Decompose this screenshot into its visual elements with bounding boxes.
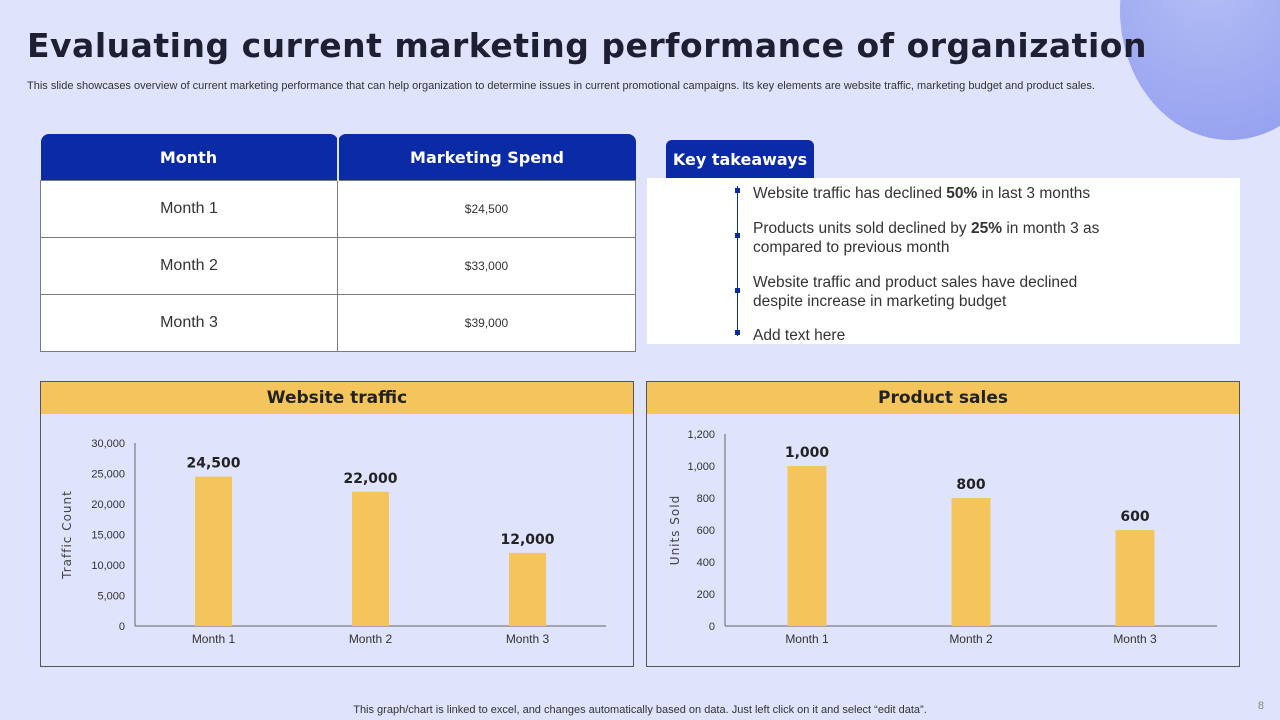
y-tick-label: 1,000 [687, 461, 715, 473]
y-tick-label: 400 [697, 557, 715, 569]
table-row: Month 1 $24,500 [40, 180, 636, 238]
data-label: 24,500 [186, 456, 240, 472]
marketing-spend-table: Month Marketing Spend Month 1 $24,500 Mo… [40, 134, 636, 352]
bar [509, 552, 546, 626]
takeaway-item: Products units sold declined by 25% in m… [753, 220, 1100, 256]
table-header-spend: Marketing Spend [337, 134, 636, 181]
x-tick-label: Month 2 [349, 632, 393, 646]
product-sales-panel: Product sales 0 200 400 600 800 1,000 1,200 Uni… [646, 381, 1240, 667]
x-tick-label: Month 1 [192, 632, 236, 646]
y-axis-label: Units Sold [668, 495, 682, 565]
website-traffic-panel: Website traffic 0 5,000 10,000 15,000 20,000… [40, 381, 634, 667]
table-cell-month: Month 2 [40, 237, 338, 295]
y-tick-label: 15,000 [91, 530, 125, 542]
y-tick-label: 20,000 [91, 499, 125, 511]
data-label: 12,000 [500, 532, 554, 548]
x-tick-label: Month 3 [1113, 632, 1157, 646]
key-takeaways-box: Website traffic has declined 50% in last… [647, 178, 1240, 344]
bar [352, 491, 389, 626]
bullet-marker [735, 188, 740, 193]
chart-title: Product sales [647, 382, 1239, 414]
bar [951, 498, 991, 626]
data-label: 22,000 [343, 471, 397, 487]
takeaway-item: Website traffic and product sales have d… [753, 274, 1078, 310]
timeline-line [737, 186, 738, 336]
takeaway-item: Add text here [753, 327, 846, 344]
bullet-marker [735, 233, 740, 238]
footer-note: This graph/chart is linked to excel, and… [353, 704, 927, 716]
product-sales-chart: 0 200 400 600 800 1,000 1,200 Units Sold 1,000 Mo… [668, 429, 1217, 646]
y-tick-label: 10,000 [91, 560, 125, 572]
x-tick-label: Month 3 [506, 632, 550, 646]
x-tick-label: Month 1 [785, 632, 829, 646]
page-subtitle: This slide showcases overview of current… [27, 80, 1095, 92]
data-label: 1,000 [785, 445, 830, 461]
page-title: Evaluating current marketing performance… [27, 26, 1147, 65]
table-header-month: Month [40, 134, 339, 181]
y-tick-label: 600 [697, 525, 715, 537]
table-cell-month: Month 3 [40, 294, 338, 352]
y-tick-label: 0 [119, 621, 125, 633]
table-cell-spend: $33,000 [337, 237, 636, 295]
y-tick-label: 30,000 [91, 438, 125, 450]
key-takeaways-title: Key takeaways [666, 140, 814, 178]
y-tick-label: 800 [697, 493, 715, 505]
data-label: 600 [1120, 509, 1149, 525]
y-axis-label: Traffic Count [60, 490, 74, 580]
bar [787, 466, 827, 626]
chart-title: Website traffic [41, 382, 633, 414]
bar [195, 476, 232, 626]
takeaway-item: Website traffic has declined 50% in last… [753, 185, 1091, 202]
bullet-marker [735, 330, 740, 335]
y-tick-label: 200 [697, 589, 715, 601]
table-cell-month: Month 1 [40, 180, 338, 238]
bar [1115, 530, 1155, 626]
table-row: Month 3 $39,000 [40, 294, 636, 352]
website-traffic-chart: 0 5,000 10,000 15,000 20,000 25,000 30,000 Traf… [60, 438, 606, 646]
x-tick-label: Month 2 [949, 632, 993, 646]
table-row: Month 2 $33,000 [40, 237, 636, 295]
table-cell-spend: $24,500 [337, 180, 636, 238]
data-label: 800 [956, 477, 985, 493]
table-cell-spend: $39,000 [337, 294, 636, 352]
y-tick-label: 25,000 [91, 469, 125, 481]
y-tick-label: 0 [709, 621, 715, 633]
page-number: 8 [1257, 700, 1264, 712]
decorative-blob [1120, 0, 1280, 140]
bullet-marker [735, 288, 740, 293]
y-tick-label: 1,200 [687, 429, 715, 441]
y-tick-label: 5,000 [97, 591, 125, 603]
